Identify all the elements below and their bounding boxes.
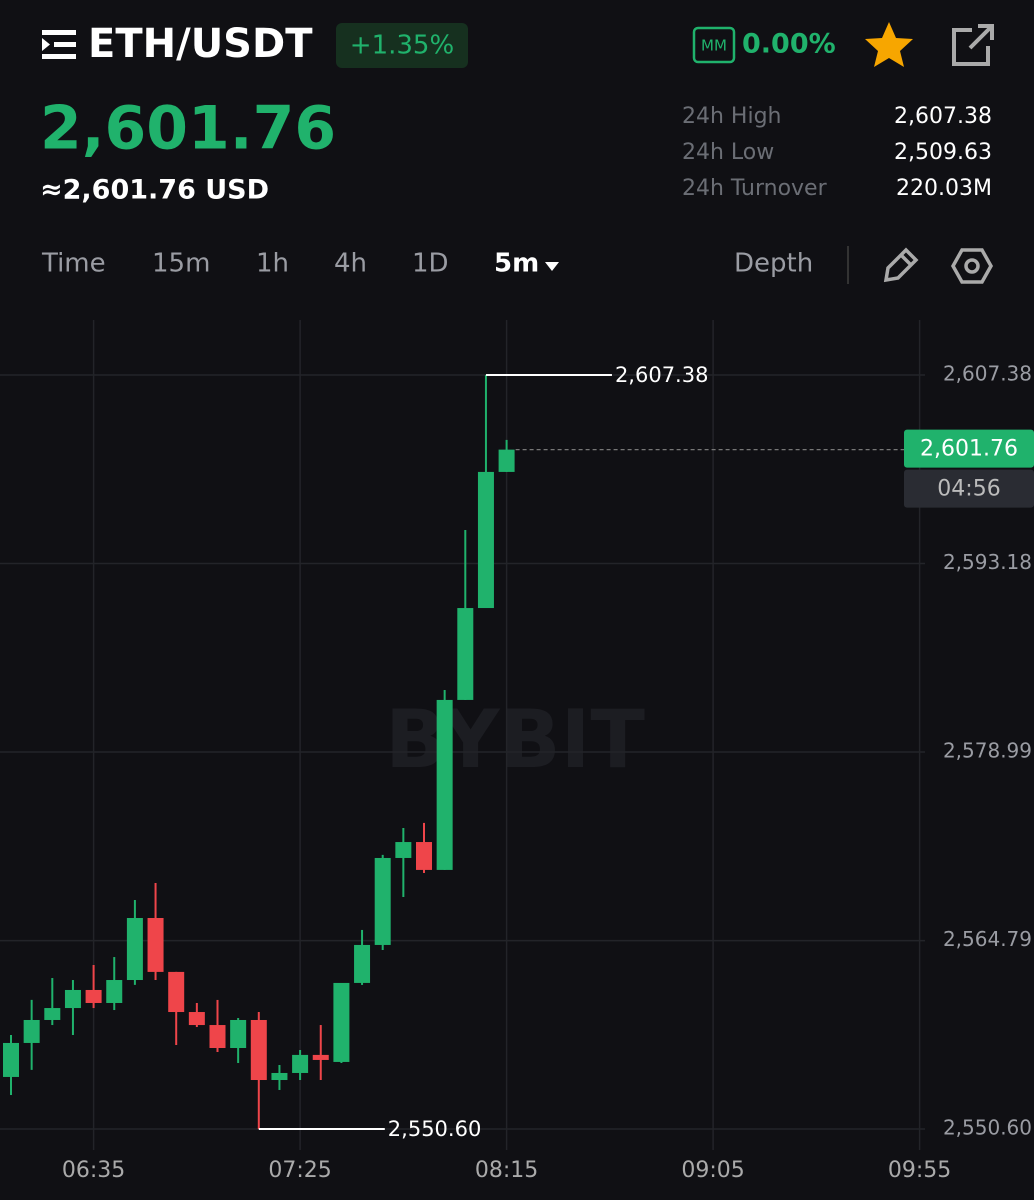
share-icon[interactable] [952,24,994,66]
y-tick-label: 2,607.38 [943,361,1032,385]
mm-value: 0.00% [742,29,836,60]
change: +1.35% [350,31,454,61]
chart: 06:35 07:25 08:15 09:05 09:55 2,607.38 2,593.1… [0,320,1034,1183]
candle-body [250,1019,267,1081]
interval-tab[interactable]: 4h [334,249,367,279]
countdown: 04:56 [937,477,1000,502]
candle-body [498,449,515,472]
candle-body [85,989,102,1003]
candle-body [436,699,453,870]
favorite-star[interactable] [865,22,913,67]
usd-price: ≈2,601.76 USD [40,175,269,206]
candle-body [3,1042,19,1077]
pair-title: ETH/USDT [88,21,313,67]
candle-body [23,1019,40,1043]
interval-tab[interactable]: Time [41,249,106,279]
high-marker-label: 2,607.38 [615,363,709,387]
x-tick-label: 06:35 [62,1158,125,1183]
candle-body [209,1025,226,1049]
last-price-box [904,429,1034,468]
candle-body [457,608,474,700]
candle-body [188,1012,205,1026]
candle-body [271,1072,288,1081]
x-tick-label: 08:15 [475,1158,538,1183]
candle-body [126,917,143,981]
interval-tab[interactable]: 1D [412,249,449,279]
mm-badge [692,26,736,64]
y-tick-label: 2,564.79 [943,927,1032,951]
watermark: BYBIT [385,693,645,786]
x-tick-label: 09:55 [888,1158,951,1183]
candle-body [477,471,494,609]
stats: 24h High 2,607.38 24h Low 2,509.63 24h Turno… [682,104,992,201]
stat-label: 24h Turnover [682,176,828,201]
candle-body [333,982,350,1062]
last-price-label: 2,601.76 [920,437,1018,462]
candle-body [64,989,81,1009]
interval-tab[interactable]: 1h [256,249,289,279]
stat-label: 24h Low [682,140,774,165]
last-price: 2,601.76 [40,94,336,164]
interval-tab[interactable]: 5m [494,249,539,279]
y-tick-label: 2,578.99 [943,738,1032,762]
x-tick-label: 07:25 [268,1158,331,1183]
candle-body [395,842,412,858]
settings-icon[interactable] [950,248,994,284]
change-pill [336,23,468,68]
candle-body [168,971,185,1013]
candle-body [147,917,164,972]
depth-tab[interactable]: Depth [734,249,813,279]
candle-body [354,944,371,983]
y-tick-label: 2,593.18 [943,550,1032,574]
stat-value: 2,509.63 [894,140,992,165]
candle-body [312,1054,329,1060]
draw-icon[interactable] [883,247,919,283]
mm-label: MM [701,37,727,55]
candle-body [44,1008,61,1020]
stat-value: 2,607.38 [894,104,992,129]
stat-value: 220.03M [896,176,992,201]
candle-body [106,980,123,1003]
tabs: Time 15m 1h 4h 1D 5m [41,249,539,279]
candle-body [374,857,391,945]
menu-icon[interactable] [42,30,76,59]
countdown-box [904,469,1034,508]
candle-body [292,1054,309,1073]
interval-tab[interactable]: 15m [152,249,210,279]
candle-body [416,842,432,870]
y-tick-label: 2,550.60 [943,1116,1032,1140]
low-marker-label: 2,550.60 [388,1117,482,1141]
x-tick-label: 09:05 [681,1158,744,1183]
dropdown-arrow[interactable] [545,262,559,271]
candle-body [230,1019,247,1049]
stat-label: 24h High [682,104,782,129]
